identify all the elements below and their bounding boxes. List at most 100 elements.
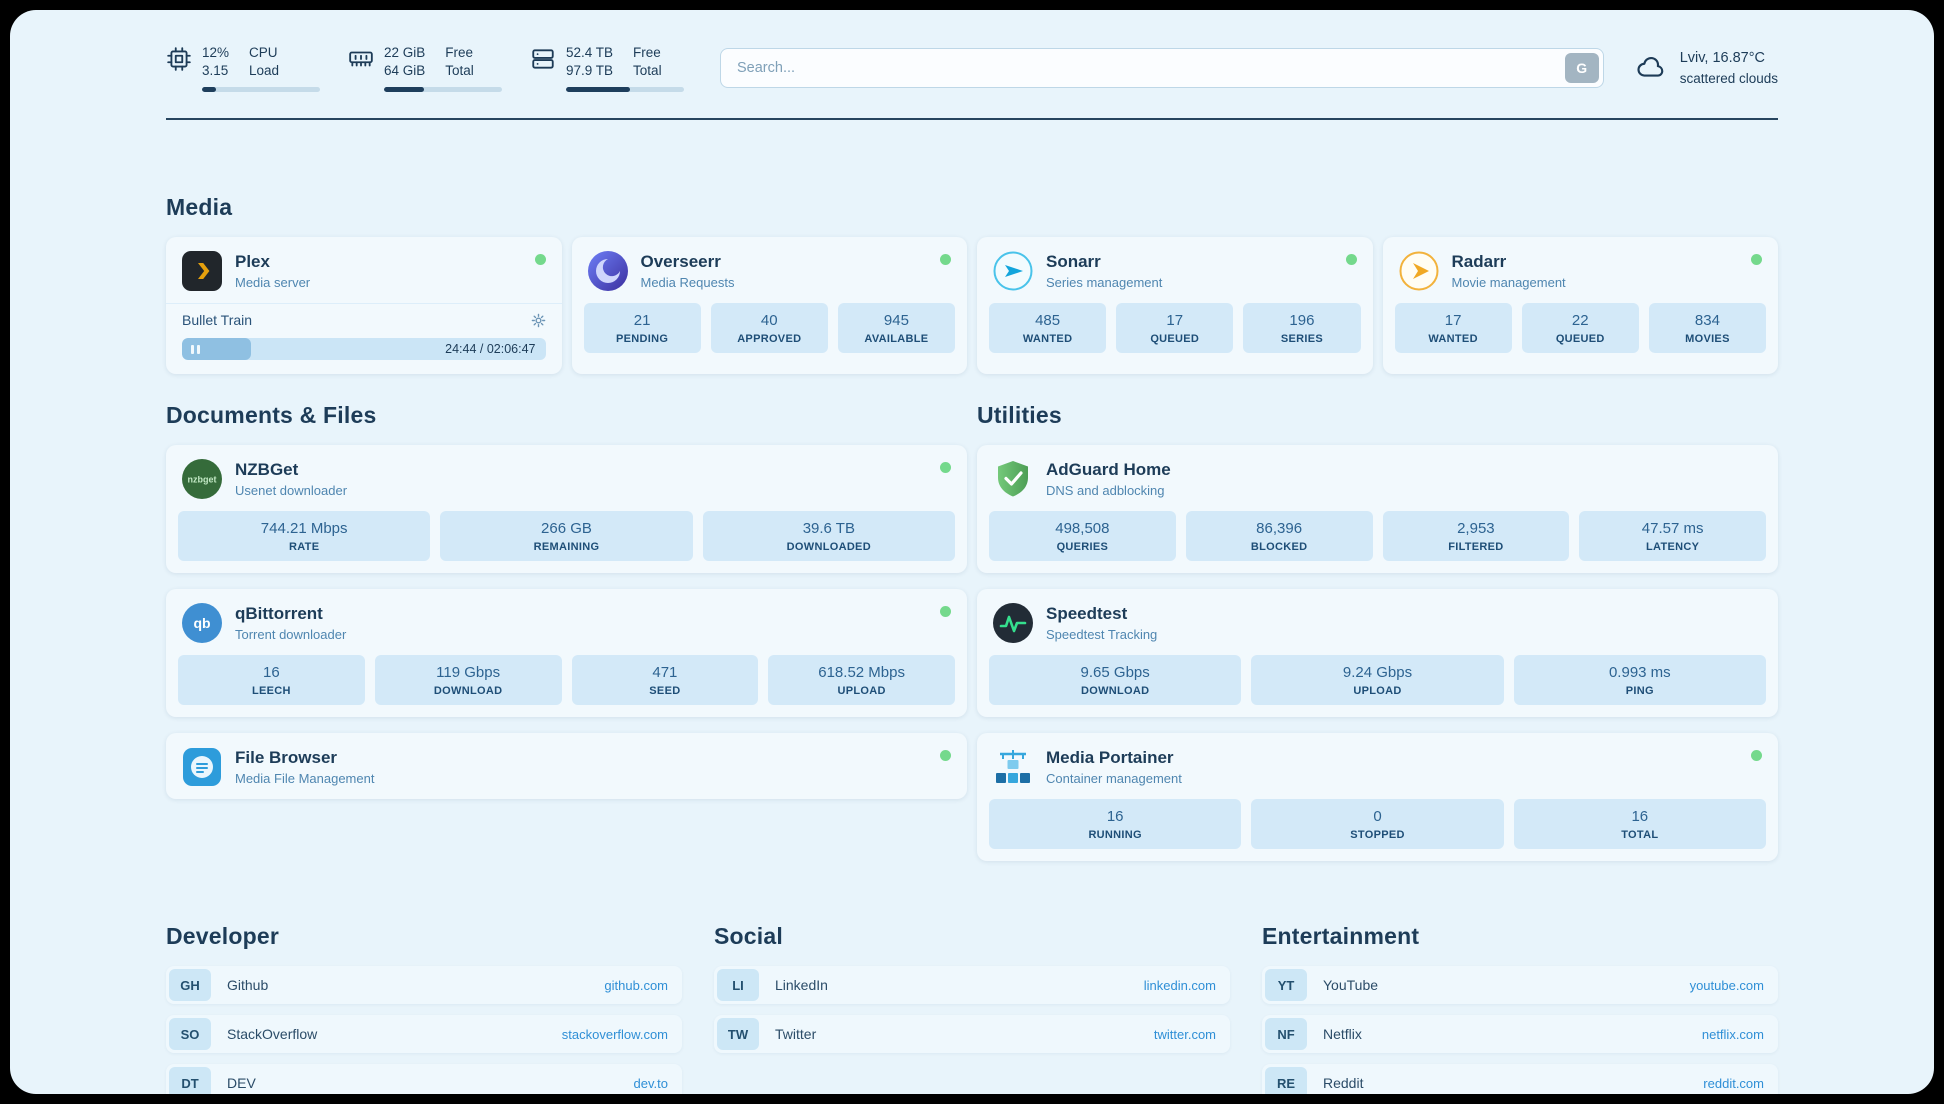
- entertainment-section-title: Entertainment: [1262, 923, 1420, 950]
- ram-icon: [349, 51, 373, 67]
- stat-label: WANTED: [1428, 333, 1478, 346]
- app-card-overseerr[interactable]: Overseerr Media Requests 21 PENDING 40 A…: [571, 237, 968, 375]
- bookmark-linkedin[interactable]: LI LinkedIn linkedin.com: [714, 966, 1230, 1005]
- stat-box: 86,396 BLOCKED: [1185, 511, 1373, 562]
- app-card-nzbget[interactable]: nzbget NZBGet Usenet downloader 744.21 M…: [166, 445, 967, 574]
- bookmark-name: DEV: [227, 1075, 256, 1092]
- app-card-radarr[interactable]: Radarr Movie management 17 WANTED 22 QUE…: [1382, 237, 1778, 375]
- app-card-sonarr[interactable]: Sonarr Series management 485 WANTED 17 Q…: [977, 237, 1373, 375]
- bookmark-url: reddit.com: [1703, 1075, 1764, 1091]
- stat-box: 471 SEED: [571, 655, 759, 706]
- filebrowser-icon: [182, 747, 222, 787]
- stat-value: 39.6 TB: [802, 520, 855, 538]
- disk-labels: Free Total: [633, 44, 662, 80]
- stat-value: 21: [633, 312, 651, 330]
- stat-value: 744.21 Mbps: [260, 520, 348, 538]
- app-name: NZBGet: [235, 460, 299, 480]
- stat-box: 22 QUEUED: [1521, 303, 1639, 354]
- stat-box: 16 RUNNING: [989, 799, 1242, 850]
- app-name: Speedtest: [1046, 604, 1128, 624]
- app-name: Overseerr: [640, 252, 721, 272]
- bookmark-url: dev.to: [633, 1075, 668, 1091]
- app-card-filebrowser[interactable]: File Browser Media File Management: [166, 733, 967, 800]
- stat-label: QUERIES: [1056, 541, 1109, 554]
- stats-row: 498,508 QUERIES 86,396 BLOCKED 2,953 FIL…: [977, 511, 1778, 573]
- stat-value: 17: [1166, 312, 1184, 330]
- linkedin-icon: LI: [717, 969, 759, 1002]
- gear-icon[interactable]: [531, 313, 546, 328]
- app-subtitle: Media server: [235, 275, 311, 291]
- stat-label: UPLOAD: [1353, 685, 1402, 698]
- ram-progress-bar: [384, 87, 502, 93]
- disk-icon: [532, 49, 554, 69]
- ram-total-value: 64 GiB: [384, 63, 426, 79]
- weather-condition: scattered clouds: [1679, 70, 1778, 86]
- status-online-dot: [1345, 254, 1357, 266]
- bookmark-stackoverflow[interactable]: SO StackOverflow stackoverflow.com: [166, 1015, 682, 1054]
- stackoverflow-icon: SO: [169, 1018, 211, 1051]
- speedtest-icon: [993, 603, 1033, 644]
- status-online-dot: [534, 254, 546, 266]
- dashboard-content: 12% 3.15 CPU Load 22 GiB: [166, 10, 1778, 1094]
- search-engine-button[interactable]: G: [1564, 53, 1599, 84]
- stat-value: 0.993 ms: [1608, 664, 1671, 682]
- cpu-values: 12% 3.15: [202, 44, 229, 80]
- search-input[interactable]: [720, 48, 1604, 89]
- disk-progress-bar: [566, 87, 684, 93]
- stat-value: 834: [1694, 312, 1720, 330]
- bookmark-name: YouTube: [1323, 977, 1379, 994]
- stat-box: 17 QUEUED: [1116, 303, 1234, 354]
- adguard-icon: [993, 459, 1033, 499]
- dev-icon: DT: [169, 1067, 211, 1094]
- disk-values: 52.4 TB 97.9 TB: [566, 44, 613, 80]
- bookmark-netflix[interactable]: NF Netflix netflix.com: [1262, 1015, 1778, 1054]
- free-label: Free: [633, 45, 661, 60]
- cpu-label: CPU: [249, 45, 278, 60]
- bookmark-name: Reddit: [1323, 1075, 1364, 1092]
- app-card-portainer[interactable]: Media Portainer Container management 16 …: [977, 733, 1778, 862]
- stat-label: DOWNLOAD: [1080, 685, 1150, 698]
- stat-value: 40: [760, 312, 778, 330]
- stat-box: 40 APPROVED: [710, 303, 828, 354]
- stat-value: 0: [1373, 808, 1382, 826]
- bookmark-url: stackoverflow.com: [561, 1026, 668, 1042]
- app-card-adguard[interactable]: AdGuard Home DNS and adblocking 498,508 …: [977, 445, 1778, 574]
- bookmark-github[interactable]: GH Github github.com: [166, 966, 682, 1005]
- stats-row: 21 PENDING 40 APPROVED 945 AVAILABLE: [572, 303, 968, 365]
- youtube-icon: YT: [1265, 969, 1307, 1002]
- app-card-qbittorrent[interactable]: qb qBittorrent Torrent downloader 16 LEE…: [166, 589, 967, 718]
- app-name: File Browser: [235, 748, 338, 768]
- stat-value: 485: [1035, 312, 1061, 330]
- stat-box: 2,953 FILTERED: [1382, 511, 1570, 562]
- stat-value: 86,396: [1256, 520, 1303, 538]
- bookmark-youtube[interactable]: YT YouTube youtube.com: [1262, 966, 1778, 1005]
- stat-value: 266 GB: [541, 520, 592, 538]
- app-subtitle: DNS and adblocking: [1046, 483, 1165, 499]
- netflix-icon: NF: [1265, 1018, 1307, 1051]
- stat-box: 618.52 Mbps UPLOAD: [768, 655, 955, 706]
- app-card-speedtest[interactable]: Speedtest Speedtest Tracking 9.65 Gbps D…: [977, 589, 1778, 718]
- app-card-plex[interactable]: Plex Media server Bullet Train: [166, 237, 562, 375]
- stat-label: APPROVED: [737, 333, 802, 346]
- playback-time: 24:44 / 02:06:47: [445, 342, 536, 357]
- bookmark-url: github.com: [604, 977, 668, 993]
- stat-box: 9.24 Gbps UPLOAD: [1251, 655, 1504, 706]
- pause-icon[interactable]: [191, 344, 200, 354]
- bookmark-twitter[interactable]: TW Twitter twitter.com: [714, 1015, 1230, 1054]
- stat-box: 39.6 TB DOWNLOADED: [702, 511, 955, 562]
- stat-box: 17 WANTED: [1394, 303, 1512, 354]
- app-subtitle: Usenet downloader: [235, 483, 348, 499]
- bookmarks-section: Developer GH Github github.com SO StackO…: [166, 923, 1778, 1094]
- bookmark-reddit[interactable]: RE Reddit reddit.com: [1262, 1064, 1778, 1094]
- stat-label: RATE: [289, 541, 320, 554]
- stat-box: 0.993 ms PING: [1513, 655, 1766, 706]
- bookmark-name: StackOverflow: [227, 1026, 318, 1043]
- dashboard-frame: 12% 3.15 CPU Load 22 GiB: [10, 10, 1934, 1094]
- stat-value: 2,953: [1457, 520, 1495, 538]
- stat-value: 471: [652, 664, 678, 682]
- stat-value: 16: [1106, 808, 1124, 826]
- playback-progress-bar[interactable]: 24:44 / 02:06:47: [182, 338, 546, 361]
- twitter-icon: TW: [717, 1018, 759, 1051]
- stat-label: MOVIES: [1685, 333, 1730, 346]
- bookmark-dev[interactable]: DT DEV dev.to: [166, 1064, 682, 1094]
